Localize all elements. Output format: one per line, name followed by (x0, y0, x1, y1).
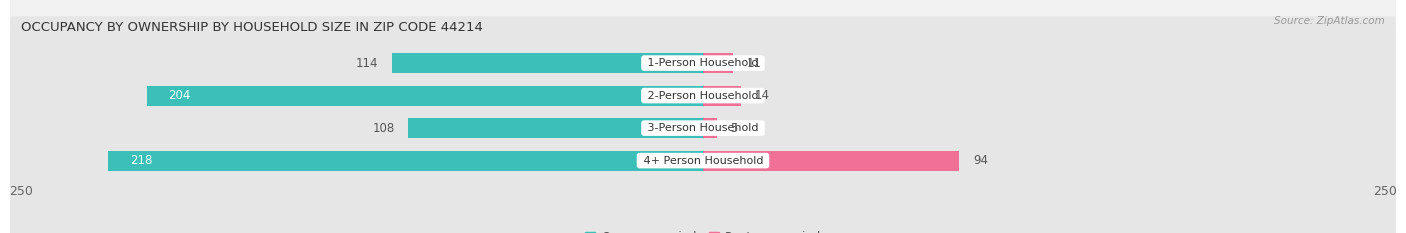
Text: 5: 5 (730, 122, 738, 135)
Text: 114: 114 (356, 57, 378, 70)
Text: 218: 218 (131, 154, 153, 167)
FancyBboxPatch shape (10, 0, 1396, 207)
FancyBboxPatch shape (10, 0, 1396, 233)
Text: 4+ Person Household: 4+ Person Household (640, 156, 766, 166)
Text: 108: 108 (373, 122, 395, 135)
Text: Source: ZipAtlas.com: Source: ZipAtlas.com (1274, 16, 1385, 26)
Text: OCCUPANCY BY OWNERSHIP BY HOUSEHOLD SIZE IN ZIP CODE 44214: OCCUPANCY BY OWNERSHIP BY HOUSEHOLD SIZE… (21, 21, 484, 34)
Bar (703, 118, 717, 138)
Text: 2-Person Household: 2-Person Household (644, 91, 762, 101)
Bar (703, 151, 959, 171)
Text: 94: 94 (973, 154, 988, 167)
Text: 14: 14 (755, 89, 770, 102)
Bar (146, 86, 703, 106)
Bar (392, 53, 703, 73)
FancyBboxPatch shape (10, 0, 1396, 233)
Bar (108, 151, 703, 171)
Bar (408, 118, 703, 138)
Text: 11: 11 (747, 57, 762, 70)
Bar (703, 86, 741, 106)
Text: 3-Person Household: 3-Person Household (644, 123, 762, 133)
Legend: Owner-occupied, Renter-occupied: Owner-occupied, Renter-occupied (579, 226, 827, 233)
Text: 204: 204 (169, 89, 191, 102)
Bar (703, 53, 733, 73)
FancyBboxPatch shape (10, 16, 1396, 233)
Text: 1-Person Household: 1-Person Household (644, 58, 762, 68)
